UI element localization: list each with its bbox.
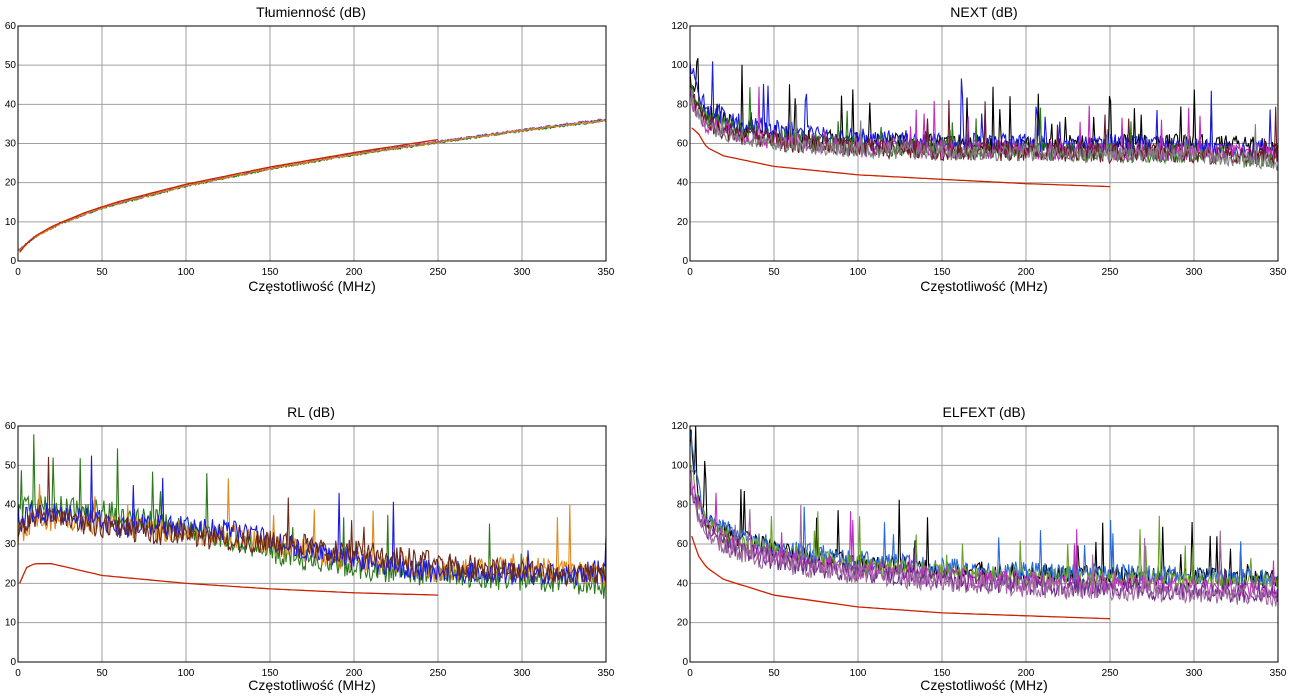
y-tick-label: 0 [10,657,16,668]
y-tick-label: 120 [671,21,688,32]
y-tick-label: 30 [5,539,17,550]
x-tick-label: 250 [1102,267,1119,278]
y-tick-label: 0 [682,256,688,267]
series-line-pair-3 [17,118,607,251]
x-tick-label: 100 [850,668,867,679]
chart-next: NEXT (dB) 0 50 100 150 200 250 300 350 0 20 40 60 80… [648,0,1288,300]
x-axis-label: Częstotliwość (MHz) [920,677,1048,693]
x-tick-label: 150 [934,267,951,278]
y-tick-label: 0 [682,657,688,668]
y-tick-label: 50 [5,60,17,71]
x-tick-label: 200 [346,267,363,278]
x-tick-label: 0 [15,668,21,679]
x-tick-label: 250 [430,668,447,679]
y-tick-label: 0 [10,256,16,267]
series-line-pair-4 [17,456,607,588]
series-line-pair-1-2 [689,425,1279,589]
x-tick-label: 0 [687,267,693,278]
x-tick-label: 50 [768,668,780,679]
series-line-pair-1-4 [689,465,1279,593]
chart-title: NEXT (dB) [950,4,1018,20]
y-tick-label: 20 [677,618,689,629]
series-line-pair-1 [17,434,607,599]
y-tick-label: 20 [677,217,689,228]
series-line-pair-2 [17,119,607,252]
x-tick-label: 50 [96,267,108,278]
y-tick-label: 20 [5,578,17,589]
chart-plot: 0 50 100 150 200 250 300 350 0 10 20 30 40 50 60 [5,21,615,278]
y-tick-label: 40 [677,178,689,189]
plot-frame [17,25,607,262]
y-tick-label: 40 [5,500,17,511]
chart-elfext: ELFEXT (dB) 0 50 100 150 200 250 300 350 0 20 40 60… [648,402,1288,696]
series-line-pair-4 [17,119,607,251]
x-tick-label: 0 [15,267,21,278]
x-tick-label: 100 [178,668,195,679]
x-tick-label: 300 [514,267,531,278]
x-tick-label: 200 [346,668,363,679]
y-tick-label: 60 [677,539,689,550]
x-tick-label: 0 [687,668,693,679]
chart-plot: 0 50 100 150 200 250 300 350 0 20 40 60 80 100 120 [671,21,1287,278]
limit-line [19,563,439,596]
limit-line [19,138,439,253]
x-tick-label: 350 [1270,267,1287,278]
x-tick-label: 300 [1186,267,1203,278]
x-axis-label: Częstotliwość (MHz) [248,677,376,693]
plot-frame [689,425,1279,663]
x-axis-label: Częstotliwość (MHz) [920,278,1048,294]
x-tick-label: 250 [1102,668,1119,679]
x-tick-label: 350 [598,267,615,278]
x-tick-label: 350 [1270,668,1287,679]
x-tick-label: 250 [430,267,447,278]
y-tick-label: 60 [5,21,17,32]
chart-title: ELFEXT (dB) [942,404,1026,420]
y-tick-label: 30 [5,139,17,150]
y-tick-label: 80 [677,500,689,511]
x-tick-label: 150 [934,668,951,679]
y-tick-label: 10 [5,217,17,228]
x-tick-label: 50 [768,267,780,278]
x-axis-label: Częstotliwość (MHz) [248,278,376,294]
x-tick-label: 200 [1018,267,1035,278]
x-tick-label: 200 [1018,668,1035,679]
chart-title: RL (dB) [287,404,335,420]
y-tick-label: 40 [5,99,17,110]
plot-frame [689,25,1279,262]
x-tick-label: 150 [262,668,279,679]
y-tick-label: 10 [5,618,17,629]
y-tick-label: 40 [677,578,689,589]
chart-title: Tłumienność (dB) [256,4,366,20]
y-tick-label: 120 [671,421,688,432]
x-tick-label: 300 [514,668,531,679]
y-tick-label: 20 [5,178,17,189]
x-tick-label: 350 [598,668,615,679]
y-tick-label: 60 [677,139,689,150]
y-tick-label: 50 [5,460,17,471]
y-tick-label: 80 [677,99,689,110]
series-line-pair-3-4 [689,87,1279,171]
chart-plot: 0 50 100 150 200 250 300 350 0 10 20 30 40 50 60 [5,421,615,679]
plot-frame [17,425,607,663]
limit-line [691,127,1111,188]
y-tick-label: 60 [5,421,17,432]
chart-plot: 0 50 100 150 200 250 300 350 0 20 40 60 80 100 120 [671,421,1287,679]
x-tick-label: 50 [96,668,108,679]
series-line-pair-2-4 [689,82,1279,169]
y-tick-label: 100 [671,60,688,71]
x-tick-label: 150 [262,267,279,278]
chart-attenuation: Tłumienność (dB) 0 50 100 150 200 250 300 350 0 1… [0,0,640,300]
y-tick-label: 100 [671,460,688,471]
x-tick-label: 100 [178,267,195,278]
limit-line [691,535,1111,620]
x-tick-label: 300 [1186,668,1203,679]
x-tick-label: 100 [850,267,867,278]
series-line-pair-3-4 [689,483,1279,608]
series-line-pair-1 [17,118,607,251]
chart-return-loss: RL (dB) 0 50 100 150 200 250 300 350 0 10 20 30 40 50… [0,402,640,696]
